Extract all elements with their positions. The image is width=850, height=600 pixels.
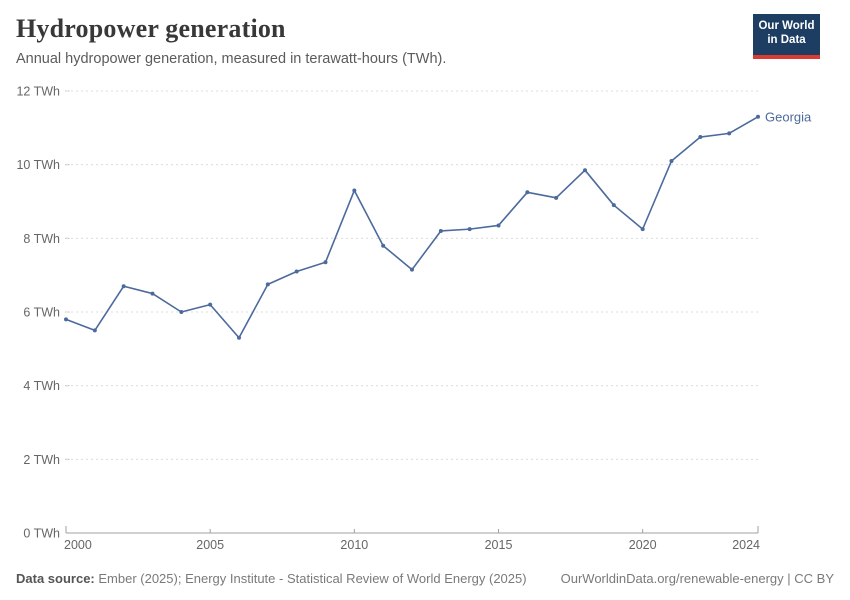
data-point	[410, 267, 414, 272]
data-point	[554, 195, 559, 200]
x-axis: 2000 2005 2010 2015 2020 2024	[64, 526, 760, 552]
chart-subtitle: Annual hydropower generation, measured i…	[16, 50, 447, 67]
data-point	[496, 223, 501, 228]
owid-logo-line1: Our World	[758, 20, 815, 32]
svg-text:2024: 2024	[732, 538, 760, 552]
svg-text:4 TWh: 4 TWh	[23, 379, 60, 393]
data-point	[467, 227, 472, 232]
data-point	[756, 114, 760, 119]
svg-text:6 TWh: 6 TWh	[23, 306, 60, 320]
y-gridlines	[65, 90, 758, 534]
data-point	[323, 260, 328, 265]
svg-text:2005: 2005	[196, 538, 224, 552]
svg-text:2 TWh: 2 TWh	[23, 453, 60, 467]
data-point	[525, 190, 530, 195]
svg-text:2015: 2015	[485, 538, 513, 552]
data-point	[92, 328, 97, 333]
owid-link[interactable]: OurWorldinData.org/renewable-energy | CC…	[560, 571, 834, 586]
series-line	[65, 115, 759, 339]
svg-text:12 TWh: 12 TWh	[16, 85, 60, 99]
data-point	[381, 243, 386, 248]
owid-logo-line2: in Data	[767, 34, 806, 47]
data-source: Data source: Ember (2025); Energy Instit…	[16, 571, 527, 586]
chart-title: Hydropower generation	[16, 14, 286, 43]
data-source-label: Data source:	[16, 571, 95, 586]
data-point	[237, 335, 241, 340]
series-label: Georgia	[765, 109, 812, 124]
chart-header: Hydropower generation Annual hydropower …	[16, 14, 834, 68]
owid-logo: Our World in Data	[753, 14, 820, 59]
svg-text:2000: 2000	[64, 538, 92, 552]
data-source-text: Ember (2025); Energy Institute - Statist…	[94, 571, 527, 586]
data-point	[698, 135, 703, 140]
data-point	[640, 227, 645, 232]
data-point	[265, 282, 270, 287]
data-point	[352, 188, 357, 193]
svg-text:2010: 2010	[340, 538, 368, 552]
data-point	[727, 131, 732, 136]
data-point	[150, 291, 155, 296]
data-point	[669, 158, 674, 163]
data-point	[294, 269, 299, 274]
svg-text:0 TWh: 0 TWh	[23, 527, 60, 541]
svg-text:8 TWh: 8 TWh	[23, 232, 60, 246]
data-point	[611, 203, 616, 208]
series-georgia: Georgia	[64, 109, 812, 340]
data-point	[208, 302, 213, 307]
svg-text:10 TWh: 10 TWh	[16, 158, 60, 172]
svg-text:2020: 2020	[629, 538, 657, 552]
data-point	[64, 317, 68, 322]
data-point	[583, 168, 587, 173]
data-point	[438, 228, 443, 233]
y-axis-labels: 0 TWh 2 TWh 4 TWh 6 TWh 8 TWh 10 TWh 12 TWh	[16, 85, 60, 541]
data-point	[121, 284, 126, 289]
data-point	[179, 310, 184, 314]
